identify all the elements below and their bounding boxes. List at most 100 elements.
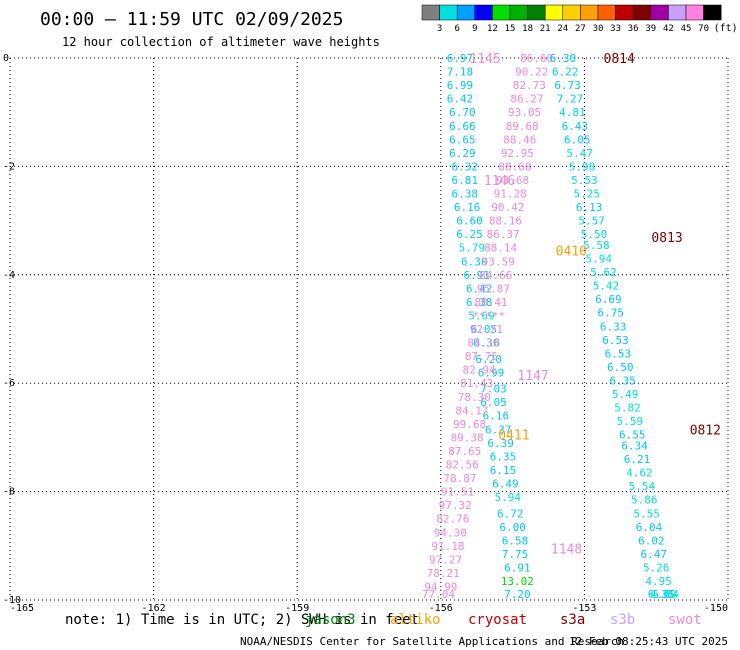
swh-value-label: 5.25: [574, 188, 601, 201]
swh-value-label: 78.30: [458, 391, 491, 404]
swh-value-label: 6.25: [456, 228, 483, 241]
swh-value-label: 5.62: [590, 266, 617, 279]
swh-value-label: 6.02: [638, 534, 665, 547]
swh-value-label: 6.22: [552, 66, 579, 79]
x-tick-label: -150: [704, 603, 728, 614]
swh-value-label: 6.35: [648, 588, 675, 601]
y-tick-label: -2: [3, 161, 15, 172]
colorbar-tick-label: 21: [540, 24, 551, 34]
swh-value-label: 6.37: [485, 423, 512, 436]
pass-time-label: 0812: [690, 423, 721, 438]
x-tick-label: -165: [10, 603, 34, 614]
swh-value-label: 6.30: [473, 337, 500, 350]
swh-value-label: 6.43: [562, 120, 589, 133]
swh-value-label: 6.50: [607, 361, 634, 374]
swh-value-label: 90.42: [491, 201, 524, 214]
swh-value-label: 88.16: [489, 215, 522, 228]
swh-value-label: 13.02: [501, 575, 534, 588]
swh-value-label: 6.35: [490, 450, 517, 463]
pass-time-label: 1147: [517, 369, 548, 384]
swh-value-label: 78.87: [443, 472, 476, 485]
swh-value-label: 6.05: [471, 323, 498, 336]
swh-value-label: 6.69: [595, 293, 622, 306]
swh-value-label: 6.42: [447, 93, 474, 106]
swh-value-label: 6.38: [466, 296, 493, 309]
colorbar-tick-label: 39: [645, 24, 656, 34]
swh-value-label: 6.33: [600, 320, 627, 333]
swh-value-label: 99.68: [453, 418, 486, 431]
satellite-legend-entry: altiko: [390, 612, 441, 628]
swh-value-label: 6.05: [564, 133, 591, 146]
swh-value-label: 6.16: [483, 410, 510, 423]
colorbar-swatch: [439, 4, 458, 21]
swh-value-label: 5.50: [581, 228, 608, 241]
swh-value-label: 5.82: [614, 402, 641, 415]
colorbar-swatch: [650, 4, 669, 21]
colorbar-swatch: [492, 4, 511, 21]
swh-value-label: 6.65: [449, 133, 476, 146]
pass-time-label: 1148: [551, 543, 582, 558]
swh-value-label: 5.49: [612, 388, 639, 401]
swh-value-label: 6.73: [554, 79, 581, 92]
swh-value-label: 93.59: [482, 255, 515, 268]
swh-value-label: 6.99: [447, 79, 474, 92]
pass-time-label: 0813: [651, 231, 682, 246]
swh-value-label: 88.14: [484, 242, 517, 255]
swh-value-label: 6.97: [447, 52, 474, 65]
colorbar-swatch: [544, 4, 564, 21]
colorbar-tick-label: 15: [505, 24, 516, 34]
swh-value-label: 88.46: [503, 133, 536, 146]
swh-value-label: 5.86: [631, 494, 658, 507]
swh-value-label: *****: [472, 309, 505, 322]
swh-value-label: 86.27: [510, 93, 543, 106]
swh-value-label: 6.53: [605, 347, 632, 360]
x-tick-label: -153: [572, 603, 596, 614]
swh-value-label: 6.60: [456, 215, 483, 228]
y-tick-label: -4: [3, 270, 15, 281]
colorbar-swatch: [615, 4, 634, 21]
swh-value-label: 93.68: [496, 174, 529, 187]
swh-value-label: 6.58: [502, 534, 529, 547]
swh-value-label: 6.20: [475, 353, 502, 366]
swh-value-label: 6.15: [490, 464, 517, 477]
colorbar-swatch: [421, 4, 440, 21]
swh-value-label: 7.27: [557, 93, 584, 106]
swh-value-label: 91.51: [441, 486, 474, 499]
swh-value-label: 6.91: [504, 561, 531, 574]
colorbar-tick-label: 3: [437, 24, 442, 34]
swh-value-label: 6.35: [609, 374, 636, 387]
satellite-legend-entry: s3a: [560, 612, 585, 628]
swh-value-label: 5.54: [629, 480, 656, 493]
colorbar-swatch: [509, 4, 528, 21]
swh-value-label: 90.22: [515, 66, 548, 79]
pass-time-label: 1145: [470, 52, 501, 67]
colorbar-tick-label: 9: [472, 24, 477, 34]
swh-value-label: 87.75: [465, 350, 498, 363]
swh-value-label: 5.42: [593, 280, 620, 293]
swh-value-label: 97.32: [439, 499, 472, 512]
swh-value-label: 92.21: [470, 323, 503, 336]
satellite-legend-entry: s3b: [610, 612, 635, 628]
x-tick-label: -159: [285, 603, 309, 614]
colorbar-swatch: [597, 4, 616, 21]
pass-time-label: 0814: [604, 52, 635, 67]
colorbar-swatch: [703, 4, 722, 21]
note-text: note: 1) Time is in UTC; 2) SWH is in fe…: [65, 612, 419, 628]
swh-value-label: 6.05: [480, 396, 507, 409]
swh-value-label: 89.38: [451, 431, 484, 444]
swh-value-label: 87.65: [448, 445, 481, 458]
colorbar-tick-label: 36: [628, 24, 639, 34]
colorbar: 3 6 9 12 15 18 21 24 27 30 33 36 39 42 45 70: [421, 4, 722, 34]
swh-value-label: 82.76: [436, 513, 469, 526]
swh-value-label: 6.47: [641, 548, 668, 561]
swh-value-label: 94.99: [424, 580, 457, 593]
swh-value-label: 6.30: [550, 52, 577, 65]
swh-value-label: 5.04: [653, 588, 680, 601]
swh-value-label: 82.73: [513, 79, 546, 92]
colorbar-swatch: [456, 4, 476, 21]
swh-value-label: 4.95: [645, 575, 672, 588]
swh-value-label: 94.30: [434, 526, 467, 539]
swh-value-label: 6.38: [451, 188, 478, 201]
satellite-legend-entry: swot: [668, 612, 702, 628]
